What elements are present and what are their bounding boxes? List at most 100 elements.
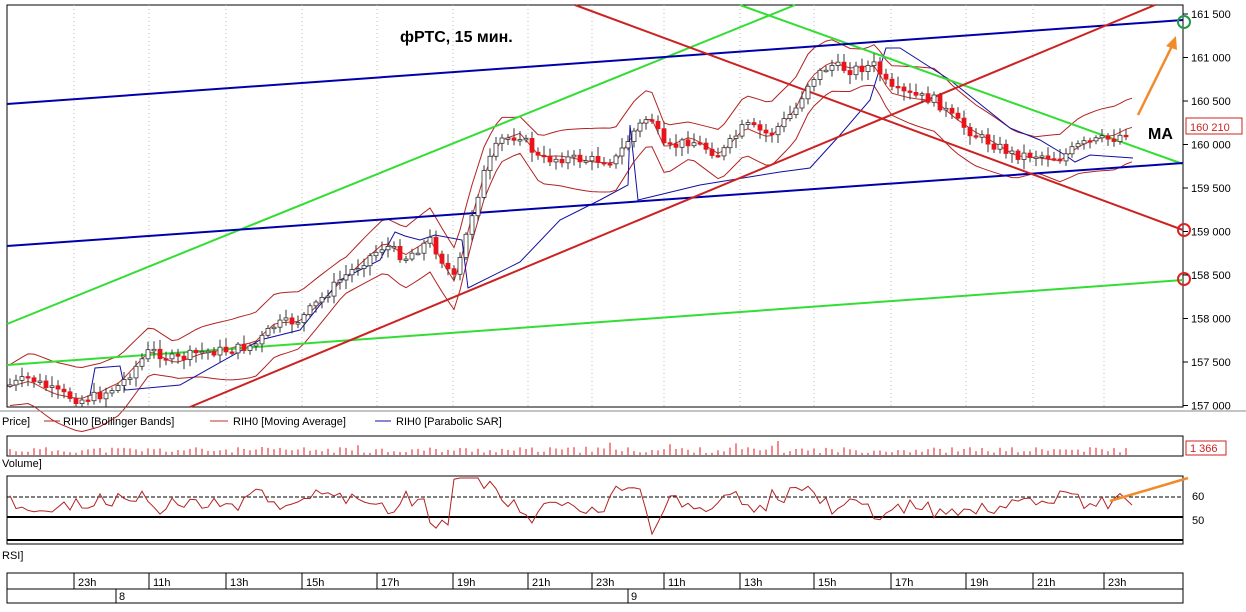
candle — [589, 155, 595, 162]
candle — [19, 376, 25, 381]
time-axis — [6, 572, 1184, 604]
candle — [301, 314, 307, 324]
candle — [343, 274, 349, 281]
candle — [685, 139, 691, 147]
candle — [133, 365, 139, 379]
candle — [985, 134, 991, 145]
candle — [541, 154, 547, 158]
candle — [655, 120, 661, 130]
candle — [871, 61, 877, 66]
candle — [523, 137, 529, 141]
price-grid — [73, 5, 1105, 407]
candle — [643, 119, 649, 124]
candle — [625, 141, 631, 149]
candle — [637, 122, 643, 132]
candle — [667, 142, 673, 145]
volume-panel — [6, 435, 1184, 457]
candle — [205, 350, 211, 354]
candle — [193, 349, 199, 354]
candle — [1057, 158, 1063, 162]
rsi-tick-50: 50 — [1192, 515, 1204, 527]
day-label: 8 — [119, 591, 125, 603]
candle — [355, 268, 361, 271]
candle — [1045, 155, 1051, 160]
candle — [295, 322, 301, 325]
price-tick-label: 161 000 — [1191, 53, 1231, 65]
candle — [403, 258, 409, 261]
target-marker-green — [1177, 15, 1191, 29]
candle — [121, 379, 127, 386]
candle — [991, 143, 997, 150]
candle — [697, 142, 703, 145]
price-tick-label: 160 500 — [1191, 96, 1231, 108]
candle — [1099, 135, 1105, 139]
candle — [733, 135, 739, 139]
candle — [91, 391, 97, 402]
sar-line — [89, 47, 1134, 396]
legend-bollinger: RIH0 [Bollinger Bands] — [63, 416, 174, 428]
candle — [283, 317, 289, 321]
candle — [1087, 140, 1093, 143]
candle — [475, 196, 481, 217]
candle — [421, 242, 427, 254]
candle — [211, 350, 217, 356]
volume-last-box — [1185, 440, 1227, 456]
candle — [445, 262, 451, 270]
time-label: 11h — [668, 577, 686, 589]
candle — [1105, 135, 1111, 140]
candle — [49, 385, 55, 388]
volume-bars — [9, 441, 1127, 455]
candle — [691, 142, 697, 147]
candle — [25, 376, 31, 379]
candle — [1027, 152, 1033, 159]
candle — [1123, 134, 1129, 138]
candle — [883, 73, 889, 80]
candle — [823, 69, 829, 73]
candle — [157, 348, 163, 360]
candle — [559, 158, 565, 164]
price-tick-label: 158 500 — [1191, 270, 1231, 282]
candle — [235, 343, 241, 354]
candle — [973, 135, 979, 138]
candle — [67, 391, 73, 399]
candle — [709, 148, 715, 156]
candle — [799, 98, 805, 109]
candle — [649, 119, 655, 122]
candle — [805, 85, 811, 100]
candle — [145, 349, 151, 360]
time-label: 11h — [153, 577, 171, 589]
time-label: 15h — [306, 577, 324, 589]
rsi-line — [9, 477, 1133, 536]
candle — [451, 268, 457, 275]
candle — [775, 126, 781, 136]
candle — [619, 147, 625, 157]
candle — [853, 65, 859, 76]
candle — [1003, 143, 1009, 154]
candle — [925, 93, 931, 103]
candle — [829, 65, 835, 71]
candle — [793, 107, 799, 115]
candle — [457, 257, 463, 275]
time-label: 13h — [230, 577, 248, 589]
candle — [1033, 156, 1039, 159]
candle — [241, 343, 247, 351]
candle — [61, 388, 67, 393]
candle — [919, 93, 925, 96]
candle — [721, 147, 727, 157]
candle — [319, 296, 325, 303]
time-label: 17h — [895, 577, 913, 589]
time-label: 21h — [532, 577, 550, 589]
candle — [307, 305, 313, 315]
candle — [517, 139, 523, 142]
candle — [289, 317, 295, 325]
candle — [109, 390, 115, 394]
candle — [259, 334, 265, 345]
candle — [37, 380, 43, 383]
time-label: 23h — [1108, 577, 1126, 589]
target-marker-red-1 — [1177, 223, 1191, 237]
price-tick-label: 157 500 — [1191, 357, 1231, 369]
trend-blue-upper — [6, 19, 1184, 105]
candle — [781, 118, 787, 128]
candle — [151, 348, 157, 352]
